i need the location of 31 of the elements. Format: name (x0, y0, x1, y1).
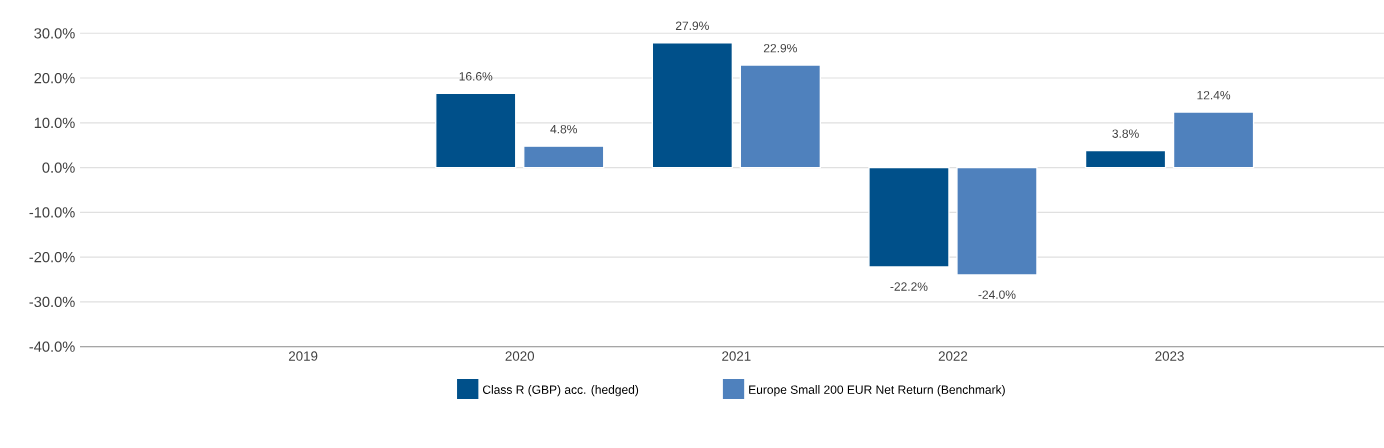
legend-label: Europe Small 200 EUR Net Return (Benchmark) (749, 385, 1005, 397)
x-tick-label: 2023 (1155, 351, 1184, 361)
bar (435, 92, 517, 169)
y-tick-label: -10.0% (29, 207, 75, 218)
x-tick-label: 2019 (288, 351, 318, 361)
bar (523, 145, 605, 169)
data-label: -24.0% (978, 290, 1016, 299)
data-label: 12.4% (1197, 90, 1231, 100)
x-tick-label: 2020 (505, 351, 535, 361)
bar (1172, 111, 1255, 169)
bar (868, 166, 950, 268)
data-label: 4.8% (550, 124, 577, 134)
y-tick-label: 10.0% (34, 117, 75, 129)
data-label: 27.9% (675, 21, 709, 31)
y-tick-label: 30.0% (34, 28, 75, 39)
x-tick-label: 2022 (938, 351, 968, 361)
y-tick-label: 20.0% (34, 72, 75, 84)
bar (956, 166, 1038, 276)
y-tick-label: -30.0% (29, 296, 75, 308)
y-tick-label: -20.0% (29, 251, 75, 263)
bar (739, 64, 822, 169)
legend-label: Class R (GBP) acc. (hedged) (482, 385, 639, 397)
bar (1084, 149, 1167, 169)
bar (651, 42, 734, 169)
data-label: 16.6% (459, 72, 493, 81)
y-tick-label: -40.0% (29, 341, 75, 352)
data-label: -22.2% (890, 282, 928, 291)
x-tick-label: 2021 (722, 351, 751, 361)
data-label: 3.8% (1112, 129, 1139, 138)
y-tick-label: 0.0% (42, 162, 75, 173)
data-label: 22.9% (763, 43, 797, 53)
